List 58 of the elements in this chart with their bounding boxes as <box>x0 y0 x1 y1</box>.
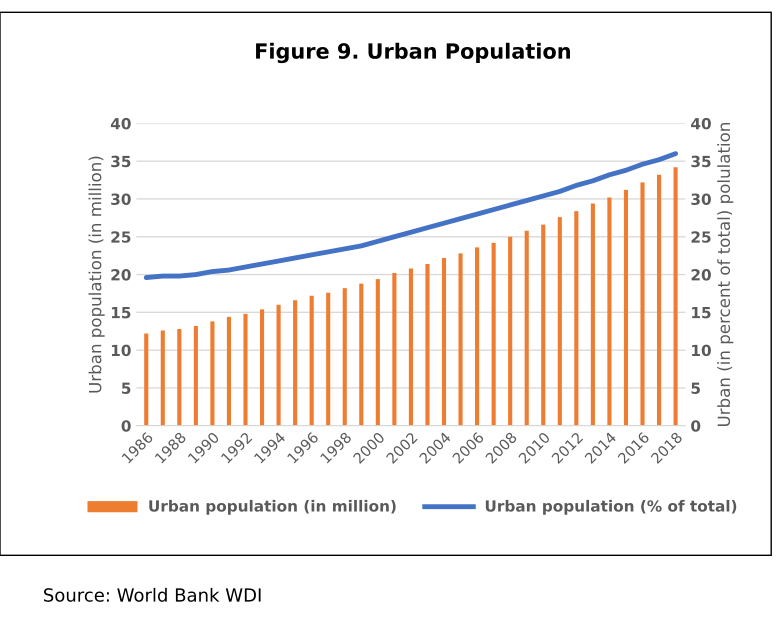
bar <box>425 264 430 426</box>
y2-axis-title: Urban (in percent of total) polulation <box>717 123 734 426</box>
bar <box>558 217 562 426</box>
bar <box>508 236 512 426</box>
bar <box>524 230 529 426</box>
bar <box>376 279 380 426</box>
bar <box>674 167 678 426</box>
y2-tick-label: 5 <box>692 382 700 394</box>
bar <box>326 292 330 426</box>
bar <box>194 326 198 426</box>
bar <box>342 288 347 426</box>
bar <box>492 242 496 426</box>
bar <box>260 309 264 426</box>
bar <box>590 204 595 426</box>
legend-label: Urban population (% of total) <box>486 500 736 515</box>
y2-tick-label: 40 <box>691 118 711 130</box>
y-tick-label: 5 <box>122 382 130 394</box>
bar <box>640 182 645 426</box>
bar <box>276 304 281 426</box>
line-series <box>144 151 678 280</box>
bar <box>243 314 248 426</box>
bar <box>293 300 298 426</box>
y-tick-label: 0 <box>122 420 131 432</box>
bar <box>144 334 148 426</box>
bar <box>574 211 578 426</box>
bar <box>541 224 546 426</box>
bar <box>475 247 480 426</box>
bar <box>624 190 628 426</box>
y-tick-label: 35 <box>111 156 130 168</box>
legend-label: Urban population (in million) <box>149 500 396 515</box>
y-tick-label: 15 <box>112 307 130 318</box>
bar <box>310 296 314 426</box>
y2-tick-label: 20 <box>692 269 711 281</box>
bar <box>210 321 214 426</box>
bar <box>177 328 182 426</box>
bar <box>359 284 364 426</box>
y-axis-title: Urban population (in million) <box>88 156 105 392</box>
bar <box>392 273 396 426</box>
y-tick-label: 25 <box>111 231 130 243</box>
y-tick-label: 10 <box>112 344 131 356</box>
bar <box>160 330 165 426</box>
source-note: Source: World Bank WDI <box>44 588 261 602</box>
bar <box>408 268 413 426</box>
y2-tick-label: 30 <box>691 193 711 206</box>
y-tick-label: 20 <box>111 269 131 281</box>
y2-tick-label: 35 <box>691 156 711 168</box>
y2-tick-label: 15 <box>692 307 711 318</box>
y2-tick-label: 25 <box>692 231 711 243</box>
bar <box>226 316 232 426</box>
bar <box>442 258 446 426</box>
y2-tick-label: 0 <box>691 420 700 432</box>
y-tick-label: 40 <box>110 118 131 130</box>
chart-title: Figure 9. Urban Population <box>256 42 570 64</box>
y2-tick-label: 10 <box>692 344 711 356</box>
bar <box>458 253 463 426</box>
y-tick-label: 30 <box>111 193 131 206</box>
bar <box>607 197 612 426</box>
bar <box>656 174 662 426</box>
